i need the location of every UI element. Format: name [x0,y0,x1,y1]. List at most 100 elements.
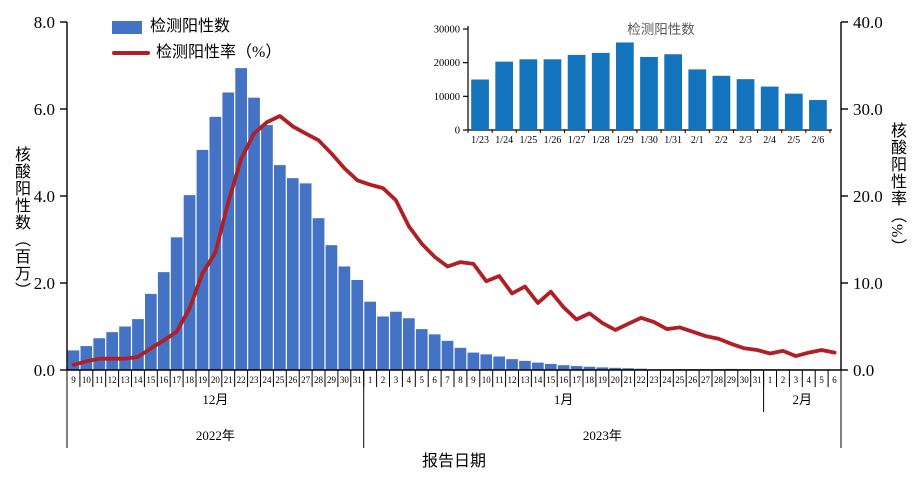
bar-positive-count [596,367,609,370]
bar-positive-count [493,356,505,370]
inset-x-label: 2/2 [715,135,728,146]
bar-positive-count [183,195,196,370]
inset-bar [567,54,586,130]
line-swatch-icon [112,51,150,55]
left-tick-label: 8.0 [34,13,55,32]
inset-bar [591,52,610,130]
year-row: 2022年 2023年 [66,370,842,448]
day-label: 27 [301,375,311,385]
day-label: 6 [432,375,437,385]
bar-positive-count [157,272,170,371]
day-label: 17 [172,375,182,385]
bar-positive-count [544,363,557,370]
day-label: 29 [727,375,737,385]
inset-bar [664,54,682,130]
bar-positive-count [80,346,93,370]
inset-bar [495,61,514,130]
day-label: 16 [559,375,569,385]
day-label: 26 [688,375,698,385]
inset-x-label: 1/31 [664,135,682,146]
day-label: 12 [508,375,517,385]
inset-bar [809,100,827,130]
bar-positive-count [235,68,247,371]
right-tick-label: 40.0 [853,13,883,32]
bar-swatch-icon [112,20,142,34]
inset-bar [519,59,538,130]
day-label: 15 [546,375,556,385]
day-label: 24 [262,375,272,385]
year-label: 2022年 [196,428,235,443]
bar-positive-count [351,279,364,370]
day-label: 23 [649,375,659,385]
day-label: 6 [832,375,837,385]
bar-positive-count [377,316,389,370]
day-label: 25 [675,375,685,385]
day-label: 30 [740,375,750,385]
day-label: 1 [768,375,773,385]
main-bars [67,68,841,371]
month-row: 12月 1月 2月 [202,370,812,412]
day-label: 22 [237,375,246,385]
right-tick-label: 20.0 [853,187,883,206]
inset-bar [543,59,562,130]
left-tick-label: 4.0 [34,187,55,206]
bar-positive-count [415,329,428,370]
inset-y-tick-label: 0 [455,126,460,137]
bar-positive-count [428,334,441,370]
right-tick-label: 10.0 [853,274,883,293]
day-label: 14 [533,375,543,385]
left-tick-label: 6.0 [34,100,55,119]
inset-bars [471,42,827,130]
day-label: 29 [327,375,337,385]
inset-x-label: 1/30 [640,135,658,146]
legend: 检测阳性数 检测阳性率（%） [112,14,281,66]
inset-title: 检测阳性数 [627,22,695,37]
bar-positive-count [390,311,402,370]
inset-bar [712,75,731,130]
inset-x-label: 1/27 [568,135,586,146]
left-axis-title: 核酸阳性数（百万） [12,146,29,299]
day-label: 28 [714,375,724,385]
left-tick-label: 2.0 [34,274,55,293]
bar-positive-count [519,360,531,370]
bar-positive-count [312,218,325,370]
day-label: 18 [185,375,195,385]
inset-bar [736,79,755,130]
day-label: 7 [445,375,450,385]
inset-bar [640,56,658,130]
day-labels: 9 10 11 12 13 14 15 16 17 18 19 20 21 22 23 24 25 26 27 28 2… [71,375,837,385]
legend-label-positive-rate: 检测阳性率（%） [156,44,282,61]
bar-positive-count [196,149,209,370]
month-label: 2月 [793,392,813,407]
day-label: 8 [458,375,463,385]
day-label: 11 [95,375,104,385]
bar-positive-count [403,318,415,370]
inset-bar [616,42,634,130]
day-label: 31 [753,375,762,385]
day-label: 9 [71,375,76,385]
day-label: 13 [520,375,530,385]
bar-positive-count [170,237,183,370]
day-label: 17 [572,375,582,385]
x-axis-title: 报告日期 [422,452,486,470]
day-label: 3 [794,375,799,385]
inset-x-label: 2/6 [812,135,825,146]
right-tick-label: 30.0 [853,100,883,119]
month-label: 1月 [554,392,574,407]
bar-positive-count [286,178,299,370]
inset-bar [760,86,779,130]
bar-positive-count [261,125,273,370]
bar-positive-count [145,293,157,371]
day-label: 10 [82,375,92,385]
bar-positive-count [119,326,131,370]
day-label: 20 [611,375,621,385]
inset-x-label: 1/23 [471,135,489,146]
bar-positive-count [609,367,622,370]
day-label: 4 [407,375,412,385]
day-label: 9 [471,375,476,385]
day-label: 11 [495,375,504,385]
bar-positive-count [441,340,454,370]
bar-positive-count [338,266,351,370]
